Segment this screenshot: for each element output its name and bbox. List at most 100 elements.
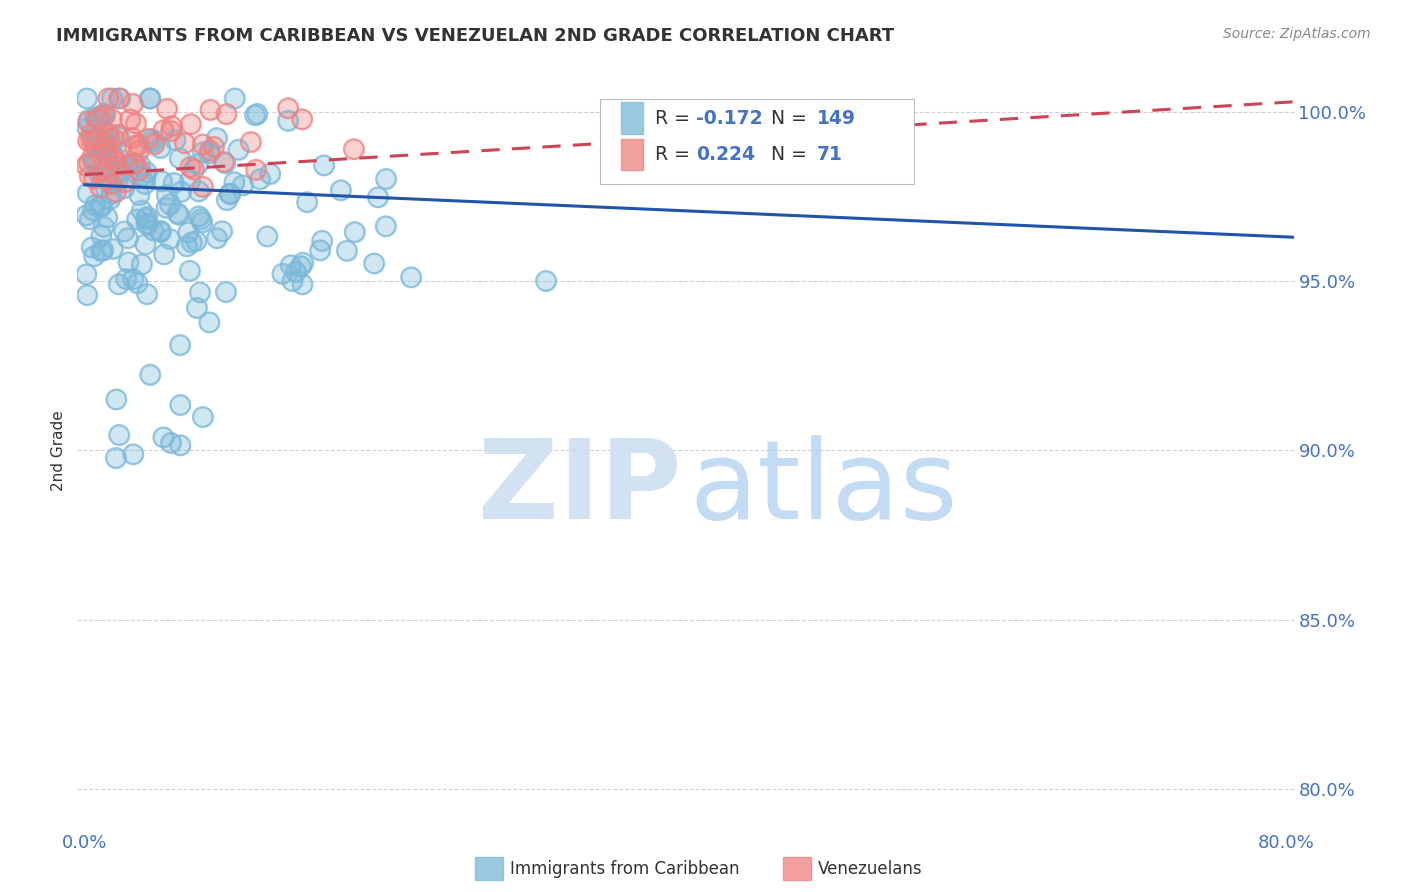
Point	[228, 143, 250, 157]
Point	[125, 116, 148, 130]
Point	[166, 206, 188, 220]
Point	[149, 224, 172, 238]
Point	[84, 139, 107, 153]
Point	[187, 157, 209, 171]
Point	[125, 212, 148, 227]
Point	[98, 133, 121, 147]
Point	[290, 260, 312, 274]
Point	[191, 409, 214, 424]
Point	[101, 91, 124, 105]
Point	[343, 142, 366, 156]
Point	[76, 186, 98, 201]
Point	[173, 136, 195, 151]
Point	[117, 255, 139, 269]
Point	[534, 274, 557, 288]
Point	[83, 154, 105, 169]
Point	[214, 156, 236, 170]
Point	[239, 135, 262, 149]
Point	[152, 430, 174, 444]
Point	[97, 91, 120, 105]
Point	[121, 130, 143, 145]
Text: N =: N =	[770, 109, 813, 128]
Point	[312, 158, 335, 172]
Point	[97, 176, 120, 190]
Point	[79, 212, 101, 227]
Point	[129, 158, 152, 172]
Point	[94, 135, 117, 149]
Point	[77, 134, 100, 148]
Point	[110, 91, 132, 105]
Point	[215, 193, 238, 207]
Point	[309, 244, 332, 258]
Point	[77, 156, 100, 170]
Point	[105, 174, 128, 188]
Point	[160, 435, 183, 450]
Point	[128, 137, 150, 152]
Point	[82, 203, 104, 218]
Point	[141, 132, 163, 146]
Point	[128, 162, 150, 177]
Point	[160, 435, 183, 450]
Point	[89, 130, 111, 145]
Point	[155, 201, 177, 215]
Point	[94, 133, 117, 147]
Point	[108, 91, 131, 105]
Point	[167, 207, 190, 221]
Point	[98, 192, 121, 206]
Point	[115, 272, 138, 286]
Point	[100, 138, 122, 153]
Point	[271, 267, 294, 281]
Point	[135, 211, 157, 226]
Point	[183, 162, 205, 177]
Point	[277, 113, 299, 128]
Point	[191, 215, 214, 229]
Point	[97, 128, 120, 142]
Point	[89, 139, 111, 153]
Point	[89, 130, 111, 145]
Point	[87, 166, 110, 180]
Point	[120, 112, 142, 127]
Point	[246, 107, 269, 121]
Point	[169, 398, 191, 412]
Point	[214, 156, 236, 170]
Point	[76, 120, 98, 135]
Point	[134, 169, 156, 184]
Point	[138, 91, 160, 105]
Point	[190, 212, 212, 227]
Point	[249, 172, 271, 186]
Point	[97, 91, 120, 105]
Point	[80, 240, 103, 254]
Point	[160, 119, 183, 133]
Point	[86, 112, 108, 126]
Point	[243, 108, 266, 122]
Point	[117, 231, 139, 245]
Point	[343, 225, 366, 239]
Point	[281, 274, 304, 288]
Point	[139, 368, 162, 382]
Point	[90, 228, 112, 243]
Point	[104, 450, 127, 465]
Point	[90, 199, 112, 213]
Point	[91, 243, 114, 257]
Point	[191, 145, 214, 160]
Point	[134, 237, 156, 252]
Point	[100, 177, 122, 191]
Point	[173, 136, 195, 151]
Point	[90, 244, 112, 258]
Point	[198, 144, 221, 158]
Point	[105, 128, 128, 142]
Point	[89, 198, 111, 212]
Point	[187, 157, 209, 171]
Point	[534, 274, 557, 288]
Text: 71: 71	[817, 145, 842, 164]
Point	[129, 158, 152, 172]
Point	[93, 219, 115, 234]
Point	[105, 155, 128, 169]
Point	[198, 315, 221, 329]
Point	[79, 169, 101, 183]
Point	[169, 338, 191, 352]
Point	[166, 206, 188, 220]
Point	[218, 186, 240, 201]
Point	[76, 120, 98, 135]
Point	[128, 188, 150, 202]
